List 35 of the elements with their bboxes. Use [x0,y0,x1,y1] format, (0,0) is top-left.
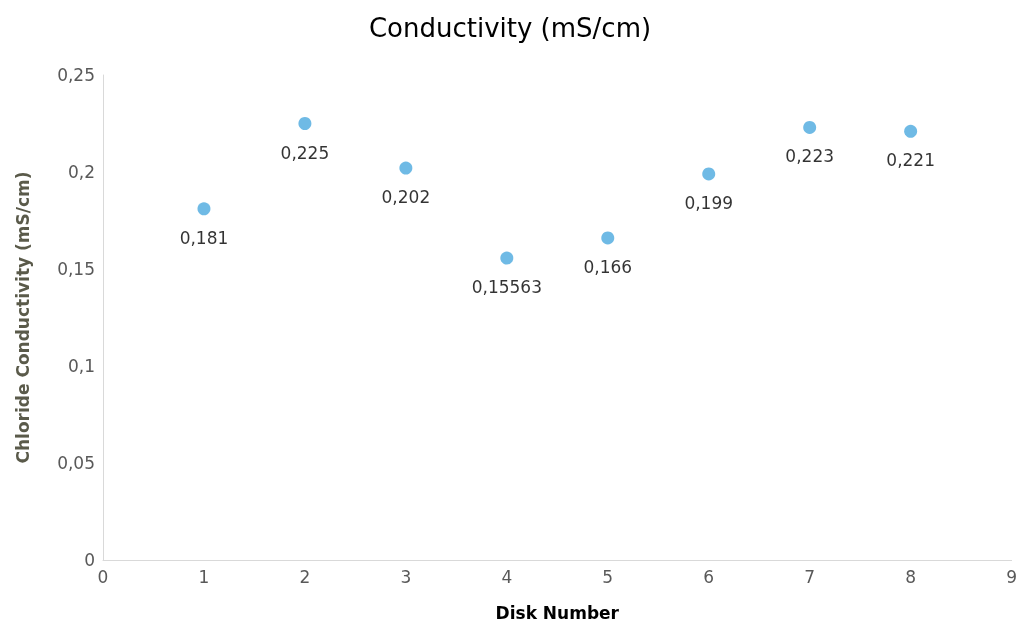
x-tick-label: 4 [501,566,513,587]
x-tick-label: 1 [198,566,210,587]
point [904,124,918,138]
x-tick-label: 7 [804,566,816,587]
y-tick-label: 0,2 [67,162,95,182]
y-tick-label: 0,05 [57,453,95,473]
x-tick-label: 0 [97,566,109,587]
x-tick-label: 3 [400,566,412,587]
data-label: 0,223 [785,146,835,167]
x-tick-label: 6 [703,566,715,587]
y-axis-title: Chloride Conductivity (mS/cm) [12,171,33,464]
x-tick-label: 5 [602,566,614,587]
chart-title: Conductivity (mS/cm) [368,13,652,43]
data-label: 0,202 [381,187,431,208]
x-tick-label: 9 [1006,566,1018,587]
point [298,117,312,130]
y-tick-label: 0,15 [57,259,95,279]
x-tick-label: 8 [905,566,917,587]
point [500,251,514,265]
data-label: 0,225 [280,142,330,163]
x-tick-label: 2 [299,566,311,587]
data-label: 0,166 [583,256,633,277]
data-label: 0,181 [179,227,229,248]
point [399,161,413,175]
point [601,231,615,245]
y-tick-label: 0,25 [57,65,95,85]
point [803,120,817,134]
data-label: 0,221 [886,150,935,171]
y-tick-label: 0,1 [67,356,95,376]
y-tick-label: 0 [84,550,95,570]
data-label: 0,15563 [471,277,542,298]
point [197,202,211,216]
x-axis-title: Disk Number [495,602,620,623]
point [702,167,716,181]
data-label: 0,199 [684,192,734,213]
